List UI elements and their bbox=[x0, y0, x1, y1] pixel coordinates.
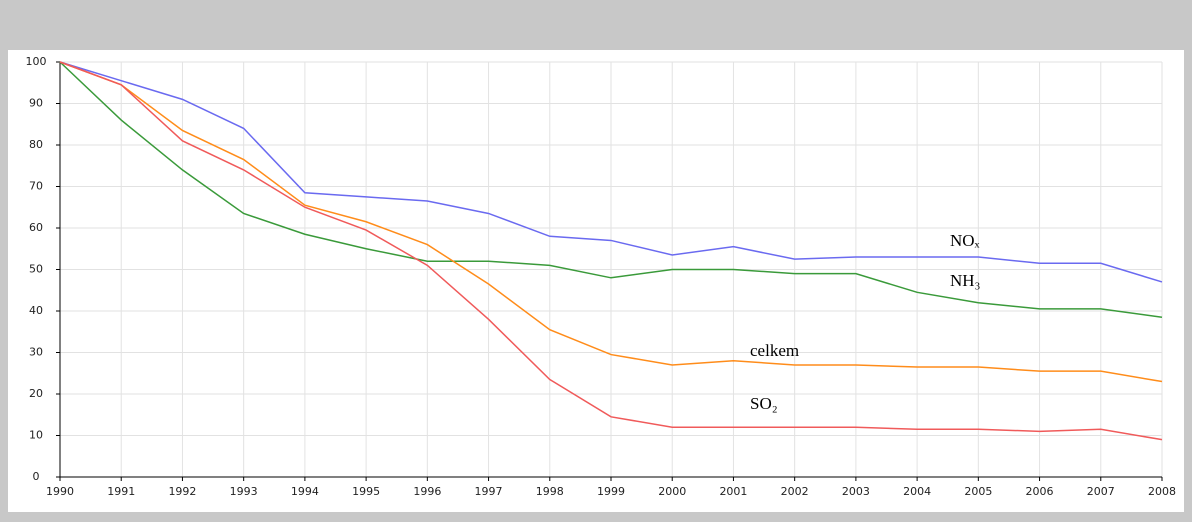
line bbox=[59, 61, 1163, 441]
x-tick-label: 2008 bbox=[1148, 485, 1176, 498]
x-tick-label: 2007 bbox=[1087, 485, 1115, 498]
x-tick-label: 2003 bbox=[842, 485, 870, 498]
x-tick-label: 1995 bbox=[352, 485, 380, 498]
x-tick-label: 1991 bbox=[107, 485, 135, 498]
y-tick-label: 90 bbox=[29, 97, 43, 110]
series-label: NOₓ bbox=[950, 231, 980, 250]
y-tick-label: 60 bbox=[29, 221, 43, 234]
x-tick-label: 1996 bbox=[413, 485, 441, 498]
y-tick-label: 20 bbox=[29, 387, 43, 400]
y-tick-label: 30 bbox=[29, 346, 43, 359]
y-tick-label: 50 bbox=[29, 263, 43, 276]
x-tick-label: 2005 bbox=[964, 485, 992, 498]
panel bbox=[8, 50, 1184, 512]
series-label: SO₂ bbox=[750, 394, 778, 413]
x-tick-label: 1998 bbox=[536, 485, 564, 498]
y-tick-label: 10 bbox=[29, 429, 43, 442]
x-tick-label: 1992 bbox=[168, 485, 196, 498]
x-tick-label: 2006 bbox=[1026, 485, 1054, 498]
x-tick-label: 2000 bbox=[658, 485, 686, 498]
line bbox=[59, 61, 1163, 318]
x-tick-label: 2004 bbox=[903, 485, 931, 498]
x-tick-label: 1994 bbox=[291, 485, 319, 498]
line bbox=[59, 61, 1163, 383]
y-tick-label: 40 bbox=[29, 304, 43, 317]
x-tick-label: 2002 bbox=[781, 485, 809, 498]
x-tick-label: 1990 bbox=[46, 485, 74, 498]
x-tick-label: 1997 bbox=[475, 485, 503, 498]
y-tick-label: 100 bbox=[26, 55, 47, 68]
series-label: celkem bbox=[750, 341, 799, 360]
series-label: NH₃ bbox=[950, 271, 981, 290]
x-tick-label: 1999 bbox=[597, 485, 625, 498]
line bbox=[59, 61, 1163, 283]
y-tick-label: 80 bbox=[29, 138, 43, 151]
x-tick-label: 1993 bbox=[230, 485, 258, 498]
x-tick-label: 2001 bbox=[719, 485, 747, 498]
y-tick-label: 70 bbox=[29, 180, 43, 193]
y-tick-label: 0 bbox=[33, 470, 40, 483]
